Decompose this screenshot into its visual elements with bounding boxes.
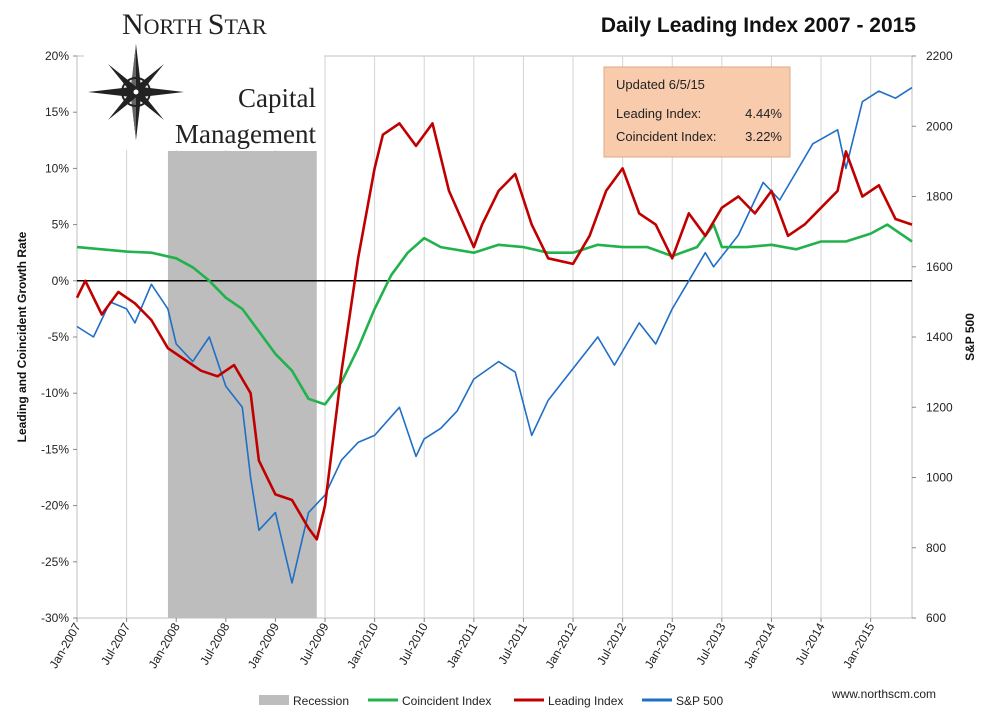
leading-index-line — [75, 122, 913, 541]
y-tick-label: -20% — [41, 499, 69, 513]
info-leading-label: Leading Index: — [616, 106, 701, 121]
y-tick-label: 10% — [45, 161, 69, 175]
y2-axis-label: S&P 500 — [963, 313, 977, 361]
legend-label-coincident: Coincident Index — [402, 694, 491, 708]
left-axis-ticks: 20% 15% 10% 5% 0% -5% -10% -15% -20% -25% -30% — [41, 49, 77, 625]
svg-text:NORTH STAR: NORTH STAR — [122, 8, 267, 41]
x-tick-label: Jan-2008 — [146, 620, 183, 671]
y2-tick-label: 1400 — [926, 330, 953, 344]
logo-letter-n: N — [122, 8, 144, 41]
y-tick-label: 20% — [45, 49, 69, 63]
info-coincident-label: Coincident Index: — [616, 129, 716, 144]
y2-tick-label: 600 — [926, 611, 946, 625]
y2-tick-label: 2200 — [926, 49, 953, 63]
x-tick-label: Jul-2010 — [396, 620, 431, 667]
website-label: www.northscm.com — [831, 687, 936, 701]
info-box: Updated 6/5/15 Leading Index: 4.44% Coin… — [603, 66, 791, 158]
y-tick-label: 15% — [45, 105, 69, 119]
sp500-line — [76, 86, 913, 584]
coincident-index-line — [76, 223, 913, 406]
legend-item-coincident: Coincident Index — [368, 694, 491, 708]
x-tick-label: Jan-2013 — [642, 620, 679, 671]
logo-letter-s: S — [208, 8, 225, 41]
compass-star-icon — [88, 44, 184, 140]
x-tick-label: Jul-2013 — [693, 620, 728, 667]
y-tick-label: -15% — [41, 442, 69, 456]
x-tick-label: Jul-2012 — [594, 620, 629, 667]
x-tick-label: Jan-2011 — [444, 620, 481, 670]
logo: NORTH STAR Capital Management — [84, 3, 324, 150]
y-tick-label: -30% — [41, 611, 69, 625]
series-group — [75, 86, 913, 584]
legend-item-recession: Recession — [259, 694, 349, 708]
y-tick-label: -10% — [41, 386, 69, 400]
x-tick-label: Jan-2012 — [542, 620, 579, 671]
logo-word-tar: TAR — [224, 14, 267, 39]
recession-band — [167, 151, 317, 618]
info-leading-value: 4.44% — [745, 106, 782, 121]
y-tick-label: 0% — [52, 274, 70, 288]
x-tick-label: Jul-2008 — [197, 620, 232, 667]
y2-tick-label: 1800 — [926, 190, 953, 204]
logo-capital: Capital — [238, 83, 316, 113]
legend-swatch-recession — [259, 695, 289, 705]
y-tick-label: -25% — [41, 555, 69, 569]
x-tick-label: Jan-2009 — [245, 620, 282, 671]
legend-item-leading: Leading Index — [514, 694, 623, 708]
x-tick-label: Jan-2015 — [840, 620, 877, 671]
y-tick-label: 5% — [52, 218, 70, 232]
info-coincident-value: 3.22% — [745, 129, 782, 144]
y-axis-label: Leading and Coincident Growth Rate — [15, 231, 29, 442]
right-axis-ticks: 2200 2000 1800 1600 1400 1200 1000 800 600 — [912, 49, 953, 625]
legend-label-sp500: S&P 500 — [676, 694, 723, 708]
legend-label-leading: Leading Index — [548, 694, 623, 708]
y2-tick-label: 1000 — [926, 471, 953, 485]
logo-word-orth: ORTH — [144, 14, 208, 39]
x-axis-ticks: Jan-2007 Jul-2007 Jan-2008 Jul-2008 Jan-2009… — [46, 618, 877, 671]
x-tick-label: Jul-2011 — [495, 620, 530, 666]
y-tick-label: -5% — [48, 330, 70, 344]
y2-tick-label: 800 — [926, 541, 946, 555]
logo-management: Management — [175, 119, 316, 149]
chart-title: Daily Leading Index 2007 - 2015 — [601, 14, 916, 37]
legend-item-sp500: S&P 500 — [642, 694, 723, 708]
x-tick-label: Jul-2014 — [793, 620, 828, 667]
y2-tick-label: 2000 — [926, 119, 953, 133]
x-tick-label: Jan-2010 — [344, 620, 381, 671]
y2-tick-label: 1600 — [926, 260, 953, 274]
legend-label-recession: Recession — [293, 694, 349, 708]
x-tick-label: Jul-2009 — [296, 620, 331, 667]
x-tick-label: Jan-2007 — [46, 620, 83, 671]
x-tick-label: Jul-2007 — [98, 620, 133, 667]
legend: Recession Coincident Index Leading Index… — [259, 694, 723, 708]
x-tick-label: Jan-2014 — [741, 620, 778, 671]
y2-tick-label: 1200 — [926, 400, 953, 414]
info-updated: Updated 6/5/15 — [616, 77, 705, 92]
